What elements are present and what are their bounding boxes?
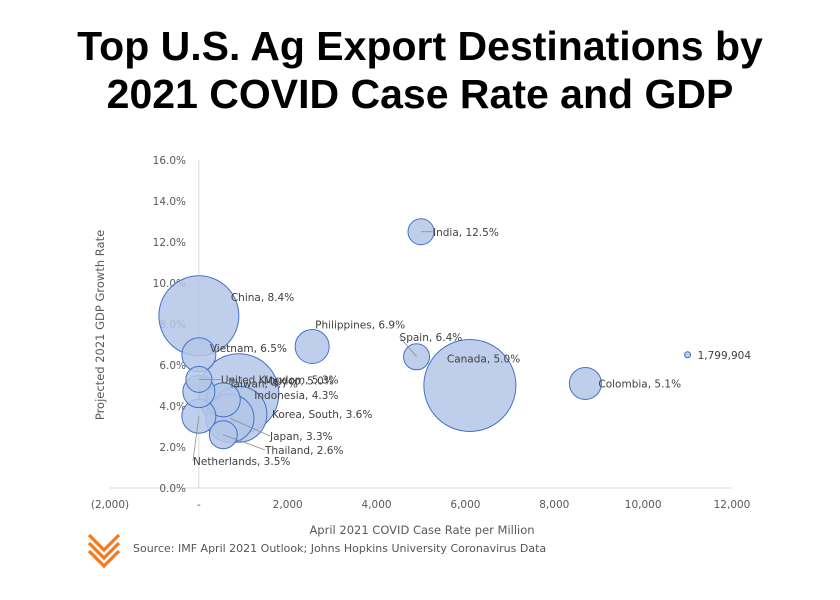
x-tick-label: 12,000 [714, 499, 751, 511]
bubble-layer [158, 218, 692, 450]
data-label: Netherlands, 3.5% [193, 456, 290, 468]
data-label: Taiwan, 4.7% [228, 379, 298, 391]
x-tick-label: - [197, 499, 201, 511]
leader-line [399, 336, 417, 358]
y-tick-label: 12.0% [153, 237, 186, 249]
data-label: Mexico, 5.0% [264, 376, 334, 388]
data-label: Spain, 6.4% [400, 332, 463, 344]
chart-axes: 0.0%2.0%4.0%6.0%8.0%10.0%12.0%14.0%16.0%… [91, 155, 751, 511]
data-label: Indonesia, 4.3% [254, 390, 338, 402]
data-label: Korea, South, 3.6% [272, 409, 372, 421]
data-label: Japan, 3.3% [269, 431, 333, 443]
bubble [294, 329, 330, 365]
data-label-layer: China, 8.4% Canada, 5.0% Mexico, 5.0% Korea… [193, 227, 751, 468]
x-axis-title: April 2021 COVID Case Rate per Million [309, 523, 534, 537]
bubble [684, 351, 692, 359]
y-tick-label: 16.0% [153, 155, 186, 167]
y-axis-title: Projected 2021 GDP Growth Rate [93, 230, 107, 420]
leader-line [223, 434, 266, 451]
x-tick-label: 6,000 [450, 499, 480, 511]
y-tick-label: 0.0% [159, 483, 186, 495]
y-tick-label: 2.0% [159, 442, 186, 454]
chart-title-line-1: Top U.S. Ag Export Destinations by [77, 23, 763, 69]
data-label: Vietnam, 6.5% [210, 343, 287, 355]
bubble [423, 339, 517, 432]
y-tick-label: 6.0% [159, 360, 186, 372]
data-label: Philippines, 6.9% [315, 320, 405, 332]
data-label: Canada, 5.0% [447, 354, 520, 366]
data-label: United Kingdom, 5.3% [221, 374, 339, 386]
chart-title: Top U.S. Ag Export Destinations by 2021 … [0, 22, 840, 118]
data-label: China, 8.4% [231, 292, 294, 304]
y-tick-label: 4.0% [159, 401, 186, 413]
data-label: Colombia, 5.1% [598, 378, 681, 390]
x-tick-label: 2,000 [273, 499, 303, 511]
leader-line [192, 416, 200, 462]
logo-icon [87, 533, 121, 568]
x-tick-label: 4,000 [362, 499, 392, 511]
chart-title-line-2: 2021 COVID Case Rate and GDP [106, 71, 734, 117]
leader-line-layer [192, 231, 433, 462]
data-label: 1,799,904 [698, 350, 752, 362]
data-label: Thailand, 2.6% [264, 445, 343, 457]
bubble [568, 366, 602, 400]
y-tick-label: 14.0% [153, 196, 186, 208]
data-label: India, 12.5% [433, 227, 499, 239]
leader-line [229, 417, 271, 437]
x-tick-label: 10,000 [625, 499, 662, 511]
source-note: Source: IMF April 2021 Outlook; Johns Ho… [133, 542, 547, 555]
x-tick-label: 8,000 [539, 499, 569, 511]
x-tick-label: (2,000) [91, 499, 129, 511]
